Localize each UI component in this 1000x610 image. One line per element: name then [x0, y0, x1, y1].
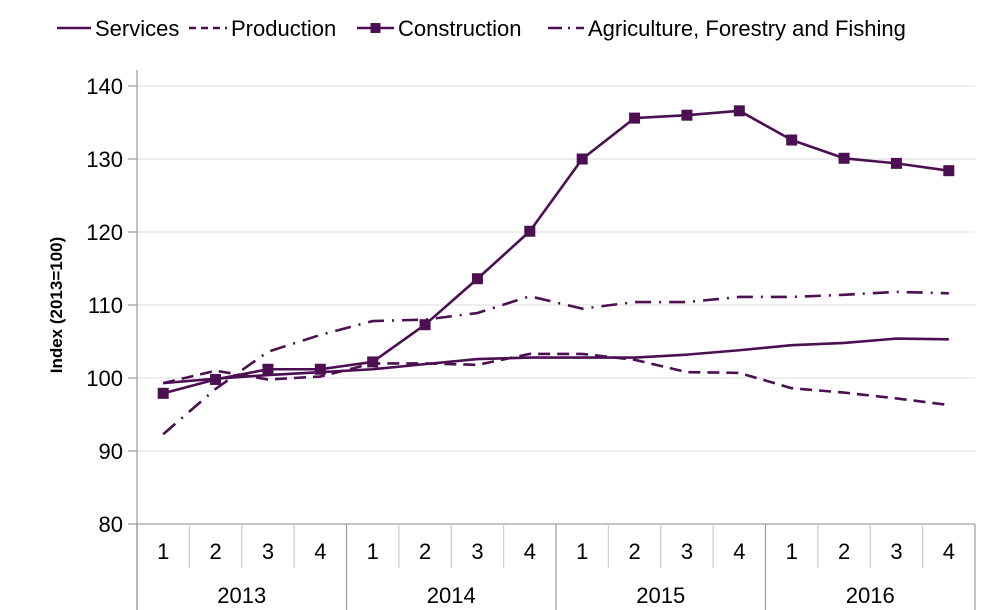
data-point — [838, 152, 850, 164]
y-tick-label: 80 — [99, 512, 123, 537]
legend-label: Services — [95, 16, 179, 41]
x-tick-label-quarter: 2 — [419, 539, 431, 564]
y-tick-labels: 80 90 100 110 120 130 140 — [86, 74, 123, 537]
axes — [128, 70, 976, 610]
series-agriculture-forestry-and-fishing — [162, 290, 949, 436]
legend-item: Construction — [357, 16, 522, 41]
legend-label: Production — [231, 16, 336, 41]
y-tick-label: 140 — [86, 74, 123, 99]
y-tick-label: 130 — [86, 147, 123, 172]
data-point — [943, 165, 955, 177]
data-point — [367, 356, 379, 368]
legend-marker — [370, 23, 381, 33]
x-tick-label-quarter: 3 — [890, 539, 902, 564]
data-point — [681, 109, 693, 121]
data-point — [733, 105, 745, 117]
series-construction — [157, 105, 955, 399]
data-point — [471, 273, 483, 285]
series-line — [162, 290, 949, 436]
y-axis-label: Index (2013=100) — [47, 237, 66, 374]
x-tick-label-quarter: 2 — [209, 539, 221, 564]
x-tick-label-quarter: 4 — [314, 539, 326, 564]
series-line — [163, 337, 949, 385]
x-tick-label-quarter: 1 — [576, 539, 588, 564]
x-tick-label-quarter: 3 — [262, 539, 274, 564]
data-point — [210, 373, 222, 385]
x-tick-labels: 1 2 3 4 1 2 3 4 1 2 3 4 1 2 3 4 2013 2014 2015 2016 — [157, 539, 955, 608]
x-tick-label-quarter: 3 — [471, 539, 483, 564]
x-tick-label-year: 2013 — [217, 583, 266, 608]
legend-item: Agriculture, Forestry and Fishing — [548, 16, 906, 41]
x-tick-label-quarter: 4 — [733, 539, 745, 564]
y-tick-label: 90 — [99, 439, 123, 464]
series-line — [162, 109, 949, 395]
x-tick-label-quarter: 4 — [524, 539, 536, 564]
data-point — [419, 319, 431, 331]
legend-label: Agriculture, Forestry and Fishing — [588, 16, 906, 41]
series-group — [157, 105, 955, 436]
data-point — [890, 157, 902, 169]
x-tick-label-quarter: 4 — [943, 539, 955, 564]
x-tick-label-quarter: 2 — [628, 539, 640, 564]
data-point — [524, 225, 536, 237]
x-tick-label-quarter: 1 — [157, 539, 169, 564]
y-tick-label: 110 — [88, 293, 123, 318]
legend-item: Services — [57, 16, 179, 41]
x-tick-label-quarter: 1 — [367, 539, 379, 564]
data-point — [576, 153, 588, 165]
data-point — [786, 134, 798, 146]
x-tick-label-year: 2016 — [846, 583, 895, 608]
y-tick-label: 100 — [86, 366, 123, 391]
data-point — [262, 363, 274, 375]
series-line — [162, 352, 949, 407]
x-tick-label-quarter: 3 — [681, 539, 693, 564]
x-tick-label-quarter: 2 — [838, 539, 850, 564]
series-production — [162, 352, 949, 407]
data-point — [157, 387, 169, 399]
gridlines — [137, 85, 975, 452]
x-tick-label-quarter: 1 — [786, 539, 798, 564]
data-point — [629, 112, 641, 124]
legend-label: Construction — [398, 16, 522, 41]
x-tick-label-year: 2014 — [427, 583, 476, 608]
legend-item: Production — [189, 16, 336, 41]
legend: Services Production Construction Agricultur… — [57, 16, 906, 41]
data-point — [314, 363, 326, 375]
x-tick-label-year: 2015 — [636, 583, 685, 608]
series-services — [163, 337, 949, 385]
y-tick-label: 120 — [86, 220, 123, 245]
